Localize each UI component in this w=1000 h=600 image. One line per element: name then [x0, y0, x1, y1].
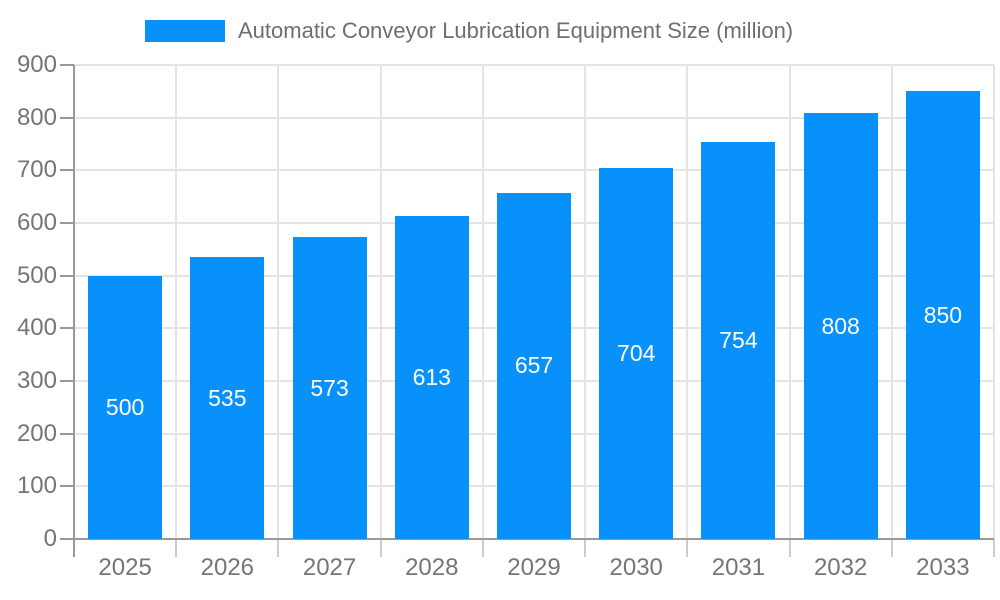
gridline-horizontal: [74, 169, 994, 172]
gridline-vertical: [686, 65, 689, 539]
y-axis-label: 700: [16, 156, 57, 184]
x-axis-label: 2028: [405, 554, 459, 581]
bar-value-label: 850: [923, 301, 963, 328]
y-axis-tick: [60, 274, 74, 277]
y-axis-tick: [60, 485, 74, 488]
bar-value-label: 535: [208, 384, 247, 411]
x-axis-tick: [993, 539, 995, 557]
bar-value-label: 704: [617, 340, 656, 367]
x-axis-label: 2025: [98, 554, 152, 581]
x-axis-tick: [277, 539, 280, 557]
y-axis-label: 0: [43, 525, 57, 552]
bar-value-label: 657: [514, 352, 554, 379]
bar-value-label: 500: [105, 393, 145, 420]
bar-2028[interactable]: 613: [394, 216, 469, 539]
bar-value-label: 754: [719, 326, 758, 353]
legend-item[interactable]: Automatic Conveyor Lubrication Equipment…: [145, 18, 794, 43]
y-axis-label: 600: [16, 209, 57, 236]
bar-2029[interactable]: 657: [497, 192, 571, 539]
legend-swatch: [145, 20, 225, 42]
x-axis-tick: [175, 539, 178, 557]
x-axis-tick: [481, 539, 484, 557]
gridline-vertical: [584, 65, 587, 539]
x-axis-tick: [379, 539, 382, 557]
y-axis-line: [73, 65, 75, 557]
x-axis-label: 2030: [609, 554, 663, 581]
bar-2025[interactable]: 500: [88, 275, 163, 539]
gridline-vertical: [379, 65, 382, 539]
y-axis-label: 300: [16, 367, 57, 394]
x-axis-tick: [890, 539, 893, 557]
bar-2030[interactable]: 704: [599, 168, 674, 539]
x-axis-tick: [788, 539, 791, 557]
y-axis-tick: [60, 432, 74, 435]
x-axis-label: 2029: [507, 554, 561, 581]
y-axis-label: 100: [16, 472, 57, 500]
bar-value-label: 613: [412, 364, 451, 391]
gridline-horizontal: [74, 64, 994, 66]
legend-label: Automatic Conveyor Lubrication Equipment…: [238, 18, 794, 43]
bar-2026[interactable]: 535: [190, 257, 265, 539]
gridline-vertical: [481, 65, 484, 539]
y-axis-tick: [60, 169, 74, 172]
y-axis-label: 400: [16, 314, 57, 342]
y-axis-label: 500: [16, 261, 57, 289]
y-axis-label: 900: [16, 51, 57, 78]
y-axis-label: 800: [16, 103, 57, 131]
bar-2031[interactable]: 754: [701, 141, 776, 539]
x-axis-tick: [584, 539, 587, 557]
bar-value-label: 808: [821, 312, 860, 339]
x-axis-label: 2027: [302, 554, 357, 581]
x-axis-label: 2031: [711, 554, 766, 581]
x-axis-tick: [686, 539, 689, 557]
gridline-vertical: [277, 65, 280, 539]
x-axis-label: 2032: [813, 554, 868, 581]
y-axis-tick: [60, 380, 74, 382]
bar-2033[interactable]: 850: [905, 91, 980, 539]
y-axis-tick: [60, 116, 74, 119]
y-axis-label: 200: [16, 419, 57, 447]
bar-2027[interactable]: 573: [292, 237, 367, 539]
y-axis-tick: [60, 64, 74, 66]
gridline-vertical: [788, 65, 791, 539]
x-axis-label: 2033: [916, 554, 970, 581]
gridline-vertical: [890, 65, 893, 539]
bar-value-label: 573: [310, 374, 349, 401]
gridline-vertical: [175, 65, 178, 539]
x-axis-line: [60, 538, 994, 540]
y-axis-tick: [60, 327, 74, 330]
x-axis-label: 2026: [200, 554, 255, 581]
gridline-horizontal: [74, 116, 994, 119]
bar-2032[interactable]: 808: [803, 113, 878, 539]
gridline-vertical: [993, 65, 995, 539]
y-axis-tick: [60, 222, 74, 224]
